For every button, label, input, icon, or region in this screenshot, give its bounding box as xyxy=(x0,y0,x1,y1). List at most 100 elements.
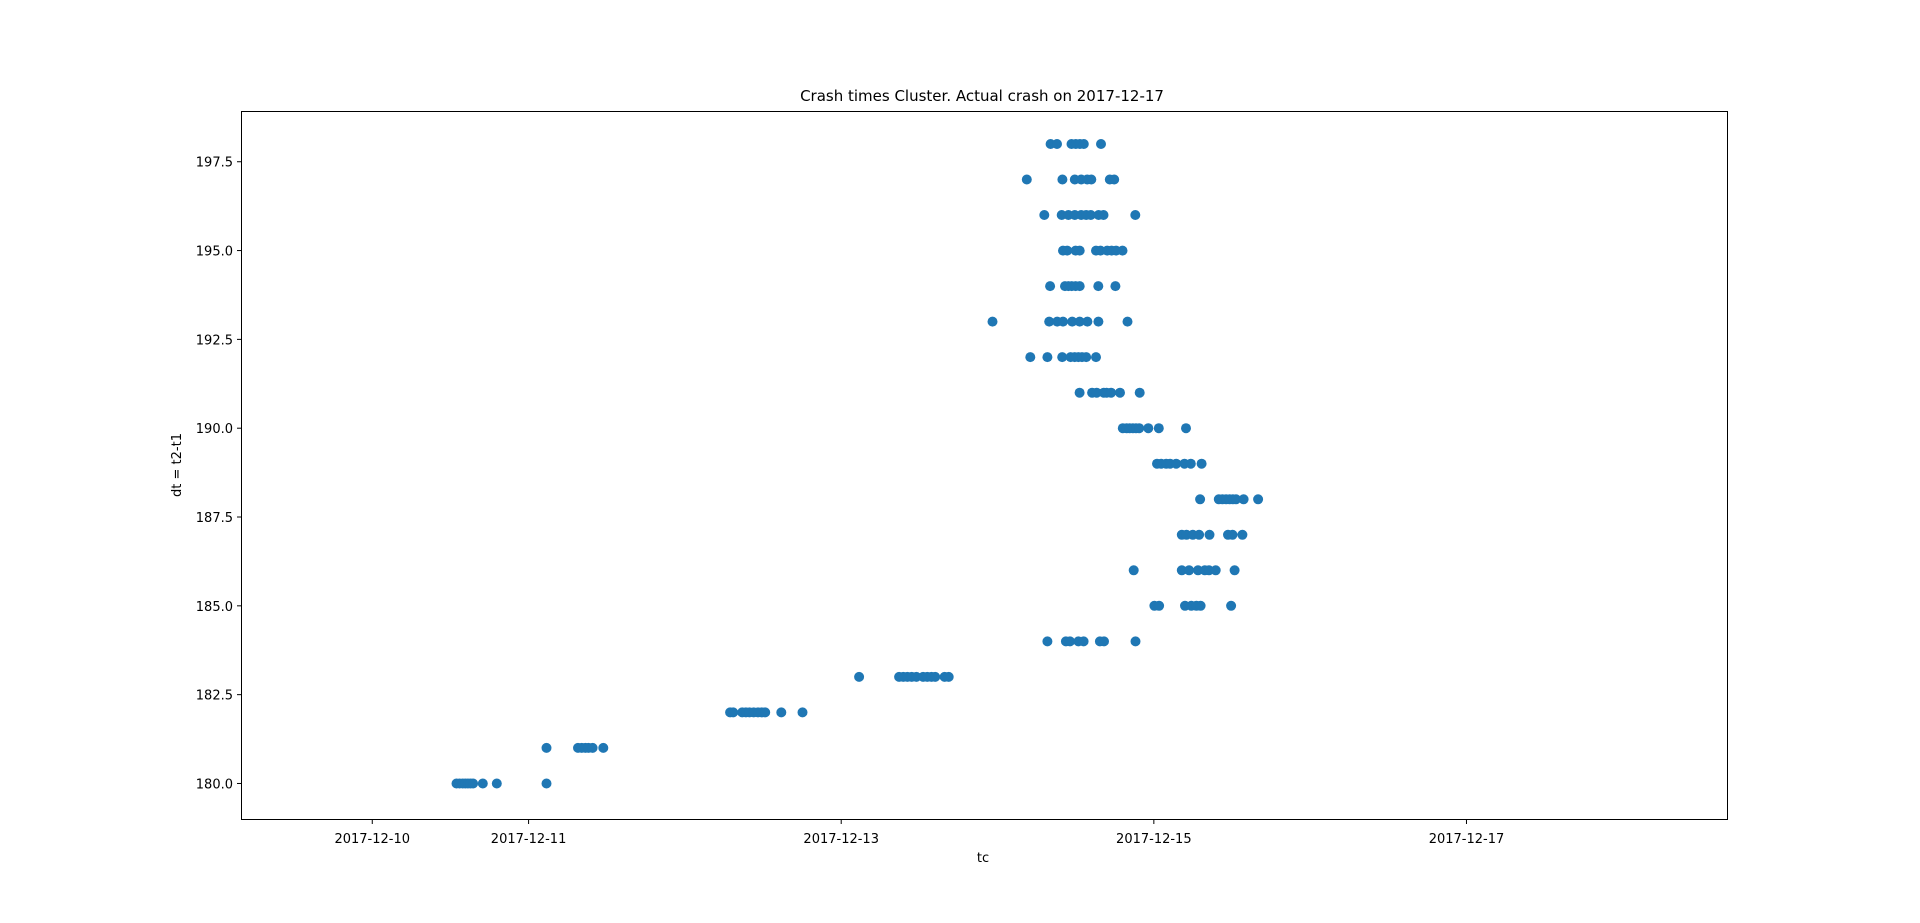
data-point xyxy=(1074,316,1085,327)
x-tick-label: 2017-12-13 xyxy=(803,832,879,847)
data-point xyxy=(760,707,771,718)
data-point xyxy=(1062,245,1073,256)
data-point xyxy=(1204,529,1215,540)
data-point xyxy=(1253,494,1264,505)
chart-title: Crash times Cluster. Actual crash on 201… xyxy=(800,87,1164,105)
data-point xyxy=(1091,387,1102,398)
x-axis-label: tc xyxy=(977,851,989,866)
x-tick-label: 2017-12-17 xyxy=(1429,832,1505,847)
data-point xyxy=(1195,494,1206,505)
data-point xyxy=(854,671,865,682)
y-tick-label: 180.0 xyxy=(196,777,233,792)
data-point xyxy=(1226,600,1237,611)
data-point xyxy=(1184,565,1195,576)
data-point xyxy=(1237,529,1248,540)
data-point xyxy=(1229,565,1240,576)
data-point xyxy=(1086,174,1097,185)
data-point xyxy=(1045,281,1056,292)
data-point xyxy=(1115,387,1125,398)
data-point xyxy=(1039,210,1050,220)
y-tick-label: 190.0 xyxy=(196,422,233,437)
data-point xyxy=(1093,316,1104,327)
x-tick-label: 2017-12-10 xyxy=(334,832,410,847)
data-point xyxy=(1122,316,1133,327)
scatter-points xyxy=(451,139,1264,789)
data-point xyxy=(1117,245,1128,256)
data-point xyxy=(1078,636,1089,647)
data-point xyxy=(1078,139,1089,149)
data-point xyxy=(943,671,954,682)
data-point xyxy=(1130,210,1141,220)
data-point xyxy=(1134,387,1145,398)
data-point xyxy=(1052,139,1062,149)
data-point xyxy=(1106,387,1117,398)
data-point xyxy=(1082,316,1093,327)
data-point xyxy=(1194,529,1205,540)
data-point xyxy=(1196,458,1207,469)
data-point xyxy=(776,707,787,718)
data-point xyxy=(1128,565,1139,576)
data-point xyxy=(1074,281,1085,292)
data-point xyxy=(1238,494,1249,505)
data-point xyxy=(1171,458,1182,469)
data-point xyxy=(1231,494,1241,505)
data-point xyxy=(930,671,941,682)
data-point xyxy=(1085,210,1096,220)
data-point xyxy=(797,707,808,718)
data-point xyxy=(1057,174,1068,185)
y-tick-label: 182.5 xyxy=(196,689,233,704)
y-tick-label: 195.0 xyxy=(196,245,233,260)
y-tick-label: 197.5 xyxy=(196,156,233,171)
data-point xyxy=(1130,636,1141,647)
y-tick-label: 192.5 xyxy=(196,333,233,348)
y-axis-ticks: 180.0 182.5 185.0 187.5 190.0 192.5 195.0 197.5 xyxy=(196,156,242,792)
data-point xyxy=(1143,423,1154,434)
data-point xyxy=(1074,387,1085,398)
data-point xyxy=(1093,281,1104,292)
data-point xyxy=(1057,352,1068,363)
data-point xyxy=(598,742,609,753)
data-point xyxy=(1091,352,1101,363)
data-point xyxy=(1021,174,1032,185)
data-point xyxy=(1081,352,1092,363)
data-point xyxy=(468,778,479,789)
data-point xyxy=(541,778,552,789)
x-tick-label: 2017-12-11 xyxy=(491,832,567,847)
data-point xyxy=(1044,316,1055,327)
plot-frame xyxy=(241,111,1728,820)
data-point xyxy=(1185,458,1196,469)
data-point xyxy=(1058,316,1068,327)
data-point xyxy=(1210,565,1221,576)
y-tick-label: 185.0 xyxy=(196,600,233,615)
data-point xyxy=(477,778,488,789)
y-tick-label: 187.5 xyxy=(196,511,233,526)
data-point xyxy=(1065,636,1075,647)
data-point xyxy=(728,707,739,718)
data-point xyxy=(987,316,998,327)
data-point xyxy=(1153,423,1164,434)
x-tick-label: 2017-12-15 xyxy=(1116,832,1192,847)
data-point xyxy=(587,742,598,753)
data-point xyxy=(1042,352,1053,363)
data-point xyxy=(541,742,552,753)
data-point xyxy=(491,778,502,789)
data-point xyxy=(1110,281,1121,292)
data-point xyxy=(1096,139,1106,149)
data-point xyxy=(1042,636,1053,647)
data-point xyxy=(1134,423,1145,434)
data-point xyxy=(1098,210,1109,220)
data-point xyxy=(1099,636,1109,647)
data-point xyxy=(1067,316,1078,327)
data-point xyxy=(1176,565,1187,576)
data-point xyxy=(1154,600,1165,611)
data-point xyxy=(1181,423,1191,434)
y-axis-label: dt = t2-t1 xyxy=(170,433,185,497)
data-point xyxy=(1227,529,1238,540)
data-point xyxy=(1195,600,1206,611)
data-point xyxy=(1074,245,1085,256)
data-point xyxy=(1025,352,1036,363)
x-axis-ticks: 2017-12-10 2017-12-11 2017-12-13 2017-12-15… xyxy=(334,819,1504,847)
data-point xyxy=(1109,174,1120,185)
